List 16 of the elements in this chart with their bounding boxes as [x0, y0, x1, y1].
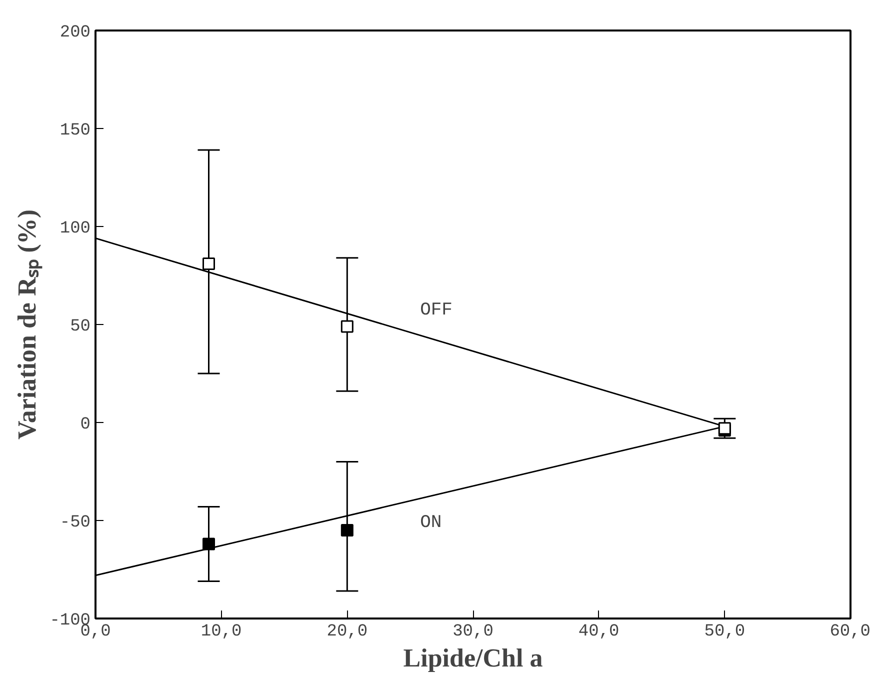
- x-tick-label: 30,0: [452, 622, 494, 642]
- y-tick-label: 0: [80, 416, 90, 434]
- x-tick-label: 20,0: [326, 622, 368, 642]
- x-tick-label: 50,0: [704, 622, 746, 642]
- x-tick-label: 10,0: [200, 622, 242, 642]
- x-tick-label: 40,0: [578, 622, 620, 642]
- x-axis-title: Lipide/Chl a: [403, 644, 543, 672]
- y-axis-title: Variation de Rₛₚ (%): [12, 209, 43, 440]
- y-tick-label: 100: [60, 220, 91, 238]
- y-tick-label: 50: [70, 318, 91, 336]
- x-tick-label: 60,0: [830, 622, 871, 642]
- y-tick-label: -50: [60, 514, 91, 532]
- series-label: OFF: [420, 300, 452, 320]
- y-tick-label: 150: [60, 122, 91, 140]
- y-tick-label: 200: [60, 24, 91, 42]
- series-label: ON: [420, 512, 442, 533]
